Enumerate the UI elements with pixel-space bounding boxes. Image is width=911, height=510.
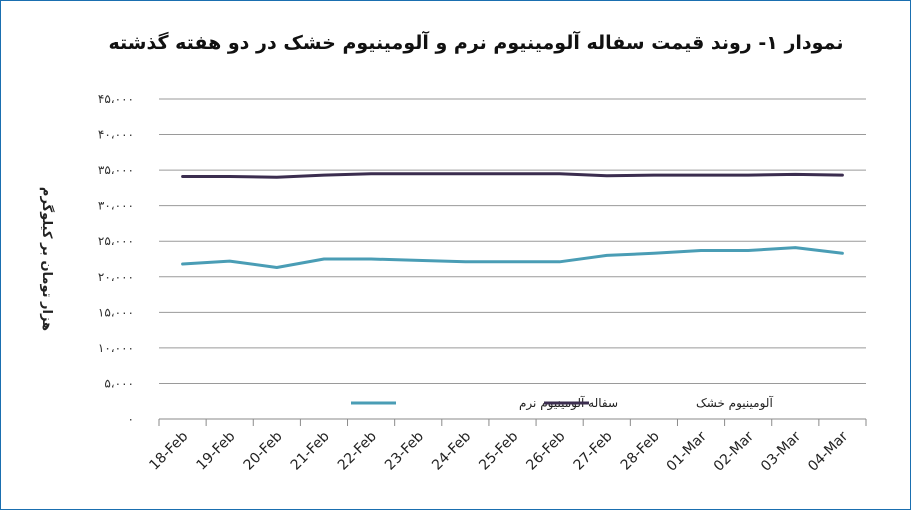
- y-tick-label: ۲۵،۰۰۰: [98, 234, 134, 248]
- x-tick-label: 19-Feb: [194, 428, 239, 473]
- y-tick-labels: ۰ ۵،۰۰۰ ۱۰،۰۰۰ ۱۵،۰۰۰ ۲۰،۰۰۰ ۲۵،۰۰۰ ۳۰،۰۰۰ ۳۵،۰…: [98, 92, 134, 426]
- legend: سفاله آلومینیوم نرم آلومینیوم خشک: [351, 395, 773, 411]
- x-axis: [158, 418, 867, 426]
- x-tick-label: 04-Mar: [805, 428, 851, 474]
- y-axis-label: هزار تومان بر کیلوگرم: [39, 187, 55, 331]
- legend-label-dry-aluminium: آلومینیوم خشک: [696, 395, 773, 411]
- x-tick-label: 02-Mar: [711, 428, 757, 474]
- x-tick-label: 03-Mar: [758, 428, 804, 474]
- y-tick-label: ۰: [128, 412, 134, 426]
- gridlines: [159, 98, 866, 384]
- x-tick-label: 23-Feb: [382, 428, 427, 473]
- x-tick-label: 24-Feb: [429, 428, 474, 473]
- y-tick-label: ۴۰،۰۰۰: [98, 128, 134, 142]
- x-tick-label: 26-Feb: [523, 428, 568, 473]
- x-tick-labels: 18-Feb 19-Feb 20-Feb 21-Feb 22-Feb 23-Feb 24-F…: [146, 428, 851, 474]
- y-tick-label: ۵،۰۰۰: [104, 376, 134, 390]
- x-tick-label: 22-Feb: [335, 428, 380, 473]
- chart-title: نمودار ۱- روند قیمت سفاله آلومینیوم نرم …: [109, 30, 844, 54]
- series-line-0: [181, 246, 844, 269]
- x-tick-label: 25-Feb: [476, 428, 521, 473]
- x-tick-label: 27-Feb: [571, 428, 616, 473]
- y-tick-label: ۴۵،۰۰۰: [98, 92, 134, 106]
- x-tick-label: 01-Mar: [664, 428, 710, 474]
- y-tick-label: ۳۵،۰۰۰: [98, 163, 134, 177]
- y-tick-label: ۱۵،۰۰۰: [98, 305, 134, 319]
- x-tick-label: 20-Feb: [241, 428, 286, 473]
- y-tick-label: ۱۰،۰۰۰: [98, 341, 134, 355]
- y-tick-label: ۳۰،۰۰۰: [98, 199, 134, 213]
- series-line-1: [181, 172, 844, 179]
- x-tick-label: 21-Feb: [288, 428, 333, 473]
- series-lines: [181, 172, 844, 269]
- x-tick-label: 28-Feb: [618, 428, 663, 473]
- x-tick-label: 18-Feb: [146, 428, 191, 473]
- y-tick-label: ۲۰،۰۰۰: [98, 270, 134, 284]
